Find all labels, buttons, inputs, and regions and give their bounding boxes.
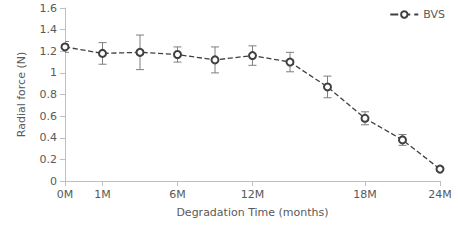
- svg-text:0.8: 0.8: [40, 88, 58, 101]
- svg-text:0.2: 0.2: [40, 153, 58, 166]
- svg-text:24M: 24M: [428, 188, 452, 201]
- svg-text:18M: 18M: [353, 188, 377, 201]
- svg-text:1M: 1M: [94, 188, 111, 201]
- svg-text:1.6: 1.6: [40, 2, 58, 15]
- svg-text:6M: 6M: [169, 188, 186, 201]
- svg-text:Radial force (N): Radial force (N): [15, 52, 28, 137]
- svg-text:1.4: 1.4: [40, 23, 58, 36]
- svg-text:0.6: 0.6: [40, 110, 58, 123]
- svg-text:0: 0: [50, 175, 57, 188]
- svg-text:1: 1: [50, 66, 57, 79]
- svg-text:0.4: 0.4: [40, 131, 58, 144]
- svg-text:BVS: BVS: [423, 8, 445, 21]
- svg-text:Degradation Time (months): Degradation Time (months): [176, 206, 328, 219]
- svg-text:1.2: 1.2: [40, 45, 58, 58]
- svg-text:0M: 0M: [57, 188, 74, 201]
- svg-text:12M: 12M: [241, 188, 265, 201]
